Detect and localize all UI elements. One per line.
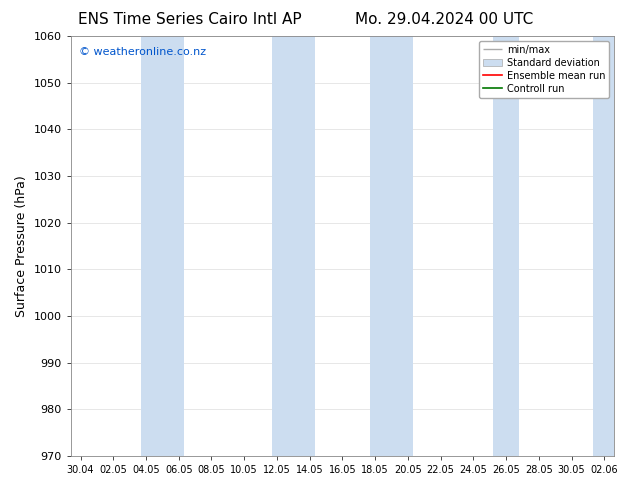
Text: Mo. 29.04.2024 00 UTC: Mo. 29.04.2024 00 UTC	[354, 12, 533, 27]
Y-axis label: Surface Pressure (hPa): Surface Pressure (hPa)	[15, 175, 28, 317]
Text: © weatheronline.co.nz: © weatheronline.co.nz	[79, 47, 206, 57]
Bar	[141, 36, 184, 456]
Bar	[493, 36, 519, 456]
Bar	[272, 36, 314, 456]
Bar	[370, 36, 413, 456]
Text: ENS Time Series Cairo Intl AP: ENS Time Series Cairo Intl AP	[79, 12, 302, 27]
Legend: min/max, Standard deviation, Ensemble mean run, Controll run: min/max, Standard deviation, Ensemble me…	[479, 41, 609, 98]
Bar	[593, 36, 621, 456]
